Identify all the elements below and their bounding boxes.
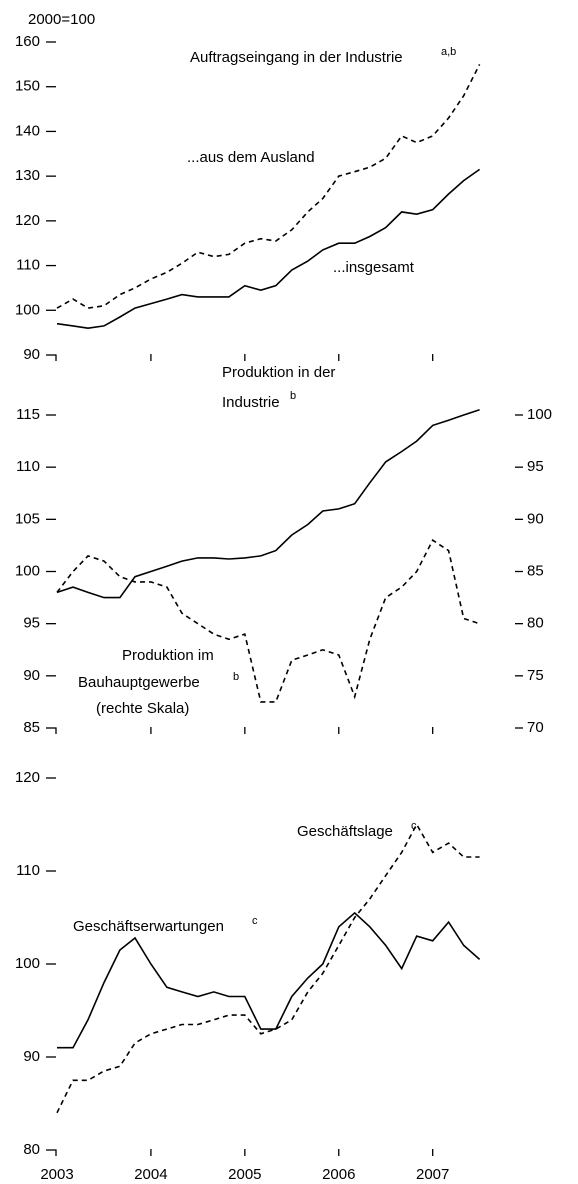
y-tick-label: 80 <box>23 1141 40 1158</box>
y-tick-label: 150 <box>15 78 40 95</box>
y-tick-label: 100 <box>15 562 40 579</box>
series-line <box>56 822 480 1114</box>
title-sup: a,b <box>441 46 456 58</box>
series-line <box>56 168 481 330</box>
label-sup: c <box>411 820 417 832</box>
y2-tick-label: 100 <box>527 406 552 423</box>
y2-tick-label: 70 <box>527 719 544 736</box>
y2-tick-label: 80 <box>527 615 544 632</box>
y2-tick-label: 95 <box>527 458 544 475</box>
y2-tick-label: 90 <box>527 510 544 527</box>
y-tick-label: 95 <box>23 615 40 632</box>
x-tick-label: 2005 <box>228 1166 261 1183</box>
y-tick-label: 110 <box>16 257 40 274</box>
y-tick-label: 130 <box>15 167 40 184</box>
y-tick-label: 100 <box>15 301 40 318</box>
label-sup: b <box>233 671 239 683</box>
series-line <box>56 64 481 309</box>
y-tick-label: 90 <box>23 667 40 684</box>
y-tick-label: 90 <box>23 346 40 363</box>
series-line <box>56 409 480 599</box>
y-tick-label: 160 <box>15 33 40 50</box>
series-label: Geschäftserwartungen <box>73 918 224 935</box>
x-tick-label: 2004 <box>134 1166 167 1183</box>
series-label: Bauhauptgewerbe <box>78 674 200 691</box>
y-tick-label: 85 <box>23 719 40 736</box>
y-tick-label: 120 <box>15 212 40 229</box>
y-tick-label: 140 <box>15 122 40 139</box>
label-sup: c <box>252 915 258 927</box>
y-tick-label: 110 <box>16 458 40 475</box>
x-tick-label: 2006 <box>322 1166 355 1183</box>
series-label: Produktion in der <box>222 364 335 381</box>
y-tick-label: 110 <box>16 862 40 879</box>
y-tick-label: 105 <box>15 510 40 527</box>
series-line <box>57 911 481 1049</box>
y-tick-label: 100 <box>15 955 40 972</box>
series-label: Industrie <box>222 394 280 411</box>
y-tick-label: 115 <box>16 406 40 423</box>
series-label: Geschäftslage <box>297 823 393 840</box>
series-label: Produktion im <box>122 647 214 664</box>
series-label: ...aus dem Ausland <box>187 149 315 166</box>
series-line <box>56 539 480 703</box>
series-label: ...insgesamt <box>333 259 415 276</box>
series-label: (rechte Skala) <box>96 700 189 717</box>
y2-tick-label: 85 <box>527 562 544 579</box>
unit-note: 2000=100 <box>28 11 95 28</box>
y-tick-label: 90 <box>23 1048 40 1065</box>
panel-title: Auftragseingang in der Industrie <box>190 49 403 66</box>
y2-tick-label: 75 <box>527 667 544 684</box>
y-tick-label: 120 <box>15 769 40 786</box>
x-tick-label: 2003 <box>40 1166 73 1183</box>
label-sup: b <box>290 390 296 402</box>
x-tick-label: 2007 <box>416 1166 449 1183</box>
